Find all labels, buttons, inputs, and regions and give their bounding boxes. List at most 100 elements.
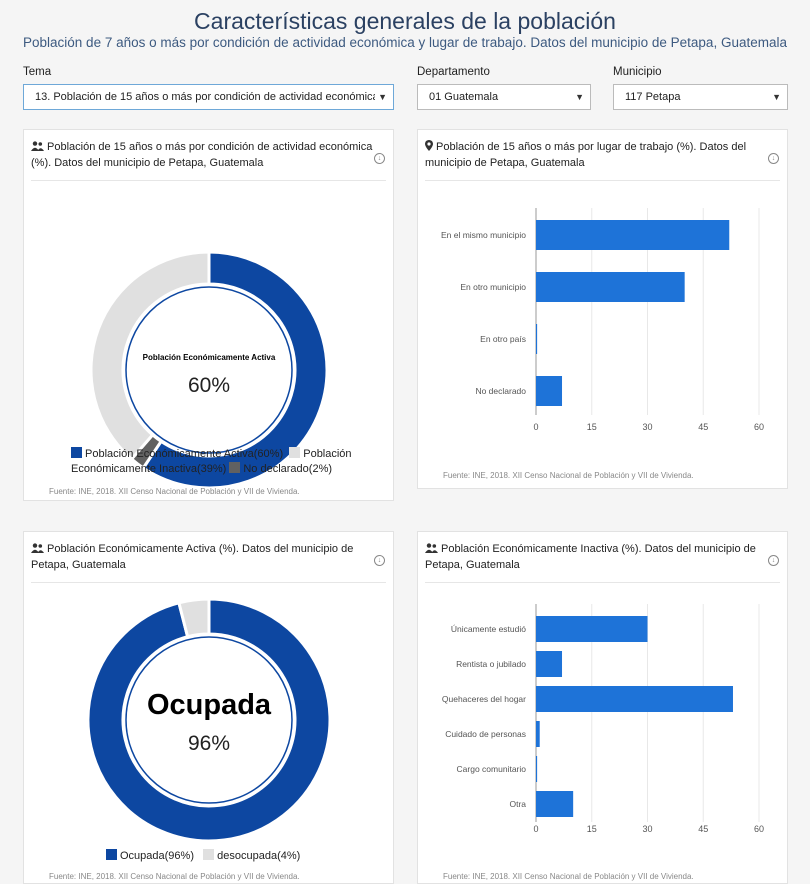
x-tick-label: 30 [642, 422, 652, 432]
x-tick-label: 0 [533, 824, 538, 834]
donut-center-value: 96% [188, 732, 230, 755]
y-category-label: En otro municipio [460, 282, 526, 292]
x-tick-label: 30 [642, 824, 652, 834]
y-category-label: En el mismo municipio [441, 230, 526, 240]
bar[interactable] [536, 721, 540, 747]
download-icon[interactable]: ↓ [374, 555, 385, 566]
pei-panel: Población Económicamente Inactiva (%). D… [417, 531, 788, 884]
tema-label: Tema [23, 66, 52, 78]
bar[interactable] [536, 686, 733, 712]
y-category-label: Otra [509, 799, 526, 809]
actividad-panel-header: Población de 15 años o más por condición… [31, 140, 381, 171]
pei-chart-title: Población Económicamente Inactiva (%). D… [425, 543, 756, 571]
y-category-label: Rentista o jubilado [456, 659, 526, 669]
donut-center-label: Población Económicamente Activa [143, 353, 276, 362]
legend-swatch [229, 462, 241, 473]
bar[interactable] [536, 376, 563, 406]
download-icon[interactable]: ↓ [374, 153, 385, 164]
bar[interactable] [536, 651, 563, 677]
legend-item-desocupada: desocupada(4%) [203, 849, 301, 862]
divider [425, 180, 780, 181]
source-note: Fuente: INE, 2018. XII Censo Nacional de… [443, 872, 694, 881]
legend-label: desocupada(4%) [217, 850, 301, 862]
bar[interactable] [536, 324, 538, 354]
download-icon[interactable]: ↓ [768, 555, 779, 566]
lugar-trabajo-panel: Población de 15 años o más por lugar de … [417, 129, 788, 489]
actividad-donut-chart: Población Económicamente Activa 60% [89, 250, 329, 490]
departamento-select-value: 01 Guatemala [429, 91, 499, 103]
municipio-select-value: 117 Petapa [625, 91, 681, 103]
divider [31, 582, 386, 583]
page-subtitle: Población de 7 años o más por condición … [23, 35, 787, 50]
actividad-panel: Población de 15 años o más por condición… [23, 129, 394, 501]
x-tick-label: 60 [754, 422, 764, 432]
pea-chart-title: Población Económicamente Activa (%). Dat… [31, 543, 354, 571]
y-category-label: Quehaceres del hogar [442, 694, 526, 704]
municipio-select[interactable]: 117 Petapa ▼ [613, 84, 788, 110]
download-icon[interactable]: ↓ [768, 153, 779, 164]
divider [31, 180, 386, 181]
bar[interactable] [536, 756, 538, 782]
legend-swatch [289, 447, 301, 458]
donut-slice-0[interactable] [86, 597, 332, 843]
legend-label: Población Económicamente Inactiva(39%) [71, 448, 352, 475]
departamento-select[interactable]: 01 Guatemala ▼ [417, 84, 591, 110]
source-note: Fuente: INE, 2018. XII Censo Nacional de… [49, 487, 300, 496]
legend-item-ocupada: Ocupada(96%) [106, 849, 194, 862]
municipio-label: Municipio [613, 66, 662, 78]
x-tick-label: 15 [587, 824, 597, 834]
legend-label: Población Económicamente Activa(60%) [85, 448, 284, 460]
x-tick-label: 45 [698, 422, 708, 432]
bar[interactable] [536, 616, 648, 642]
donut-inner-ring [125, 286, 293, 454]
source-note: Fuente: INE, 2018. XII Censo Nacional de… [49, 872, 300, 881]
people-icon [31, 141, 44, 156]
donut-center-value: 60% [188, 374, 230, 397]
source-note: Fuente: INE, 2018. XII Censo Nacional de… [443, 471, 694, 480]
departamento-label: Departamento [417, 66, 490, 78]
bar[interactable] [536, 791, 574, 817]
legend-swatch [106, 849, 117, 860]
y-category-label: No declarado [475, 386, 526, 396]
page-title: Características generales de la població… [194, 8, 616, 34]
legend-swatch [203, 849, 215, 860]
people-icon [31, 543, 44, 558]
pea-legend: Ocupada(96%) desocupada(4%) [106, 849, 386, 864]
donut-inner-ring [125, 636, 293, 804]
x-tick-label: 45 [698, 824, 708, 834]
y-category-label: En otro país [480, 334, 526, 344]
pea-panel-header: Población Económicamente Activa (%). Dat… [31, 542, 381, 573]
actividad-legend: Población Económicamente Activa(60%) Pob… [71, 447, 371, 477]
bar[interactable] [536, 220, 730, 250]
location-pin-icon [425, 140, 433, 156]
pea-donut-chart: Ocupada 96% [86, 597, 332, 843]
donut-slice-2[interactable] [89, 250, 211, 462]
y-category-label: Únicamente estudió [451, 624, 526, 634]
y-category-label: Cargo comunitario [457, 764, 527, 774]
lugar-trabajo-panel-header: Población de 15 años o más por lugar de … [425, 140, 775, 171]
donut-slice-1[interactable] [177, 597, 211, 639]
legend-label: No declarado(2%) [243, 463, 333, 475]
lugar-trabajo-chart-title: Población de 15 años o más por lugar de … [425, 141, 747, 169]
legend-item-no-declarado: No declarado(2%) [229, 462, 333, 475]
chevron-down-icon: ▼ [572, 85, 584, 109]
legend-item-inactiva: Población Económicamente Inactiva(39%) [71, 447, 352, 475]
legend-item-activa: Población Económicamente Activa(60%) [71, 447, 284, 460]
pei-bar-chart: 0 15 30 45 60 Únicamente estudió Rentista o ju… [442, 604, 764, 834]
lugar-trabajo-bar-chart: 0 15 30 45 60 En el mismo municipio En otro mu… [441, 208, 764, 432]
x-tick-label: 15 [587, 422, 597, 432]
chevron-down-icon: ▼ [375, 85, 387, 109]
tema-select-value: 13. Población de 15 años o más por condi… [35, 91, 379, 103]
tema-select[interactable]: 13. Población de 15 años o más por condi… [23, 84, 394, 110]
legend-swatch [71, 447, 82, 458]
donut-slice-0[interactable] [141, 250, 329, 490]
pea-panel: Población Económicamente Activa (%). Dat… [23, 531, 394, 884]
chevron-down-icon: ▼ [769, 85, 781, 109]
y-category-label: Cuidado de personas [445, 729, 526, 739]
donut-center-label: Ocupada [147, 689, 272, 721]
legend-label: Ocupada(96%) [120, 850, 194, 862]
bar[interactable] [536, 272, 685, 302]
actividad-chart-title: Población de 15 años o más por condición… [31, 141, 373, 169]
pei-panel-header: Población Económicamente Inactiva (%). D… [425, 542, 775, 573]
x-tick-label: 0 [533, 422, 538, 432]
